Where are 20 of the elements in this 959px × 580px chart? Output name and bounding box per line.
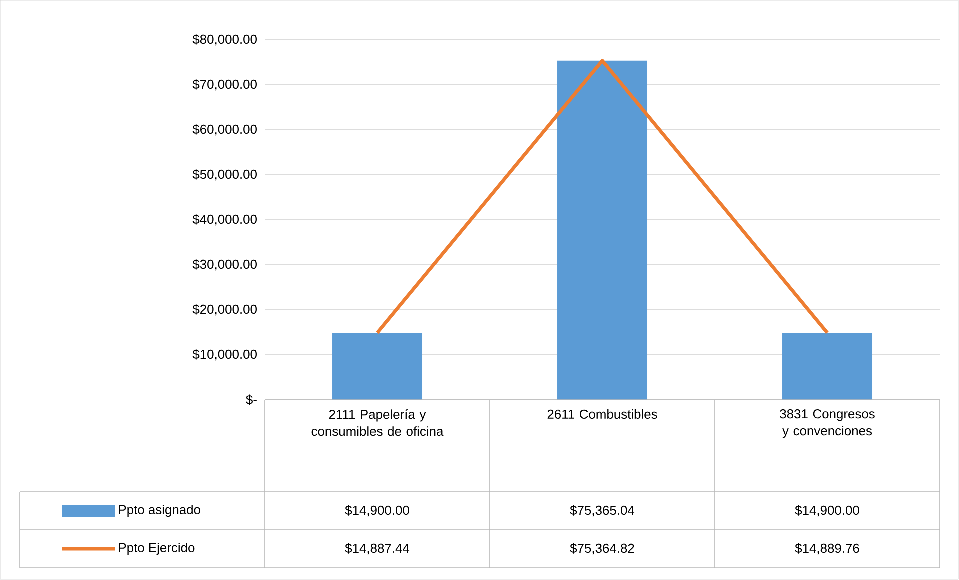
x-tick-label: 3831 Congresos y convenciones (780, 410, 875, 438)
data-label: $14,900.00 (795, 505, 860, 517)
legend-label: Ppto asignado (119, 504, 200, 518)
data-label: $14,887.44 (345, 543, 410, 555)
data-label: $14,889.76 (795, 543, 860, 555)
y-tick-label: $10,000.00 (192, 349, 257, 361)
y-tick-label: $- (246, 394, 257, 406)
y-tick-label: $80,000.00 (192, 34, 257, 46)
y-tick-label: $40,000.00 (192, 214, 257, 226)
y-tick-label: $30,000.00 (192, 259, 257, 271)
x-tick-label: 2611 Combustibles (548, 410, 658, 420)
y-tick-label: $60,000.00 (192, 124, 257, 136)
legend-label: Ppto Ejercido (119, 542, 195, 556)
y-tick-label: $70,000.00 (192, 79, 257, 91)
data-label: $75,364.82 (570, 543, 634, 555)
data-label: $75,365.04 (570, 505, 635, 517)
data-label: $14,900.00 (345, 505, 410, 517)
y-tick-label: $50,000.00 (192, 169, 257, 181)
x-tick-label: 2111 Papelería y consumibles de oficina (312, 410, 444, 436)
y-tick-label: $20,000.00 (192, 304, 257, 316)
